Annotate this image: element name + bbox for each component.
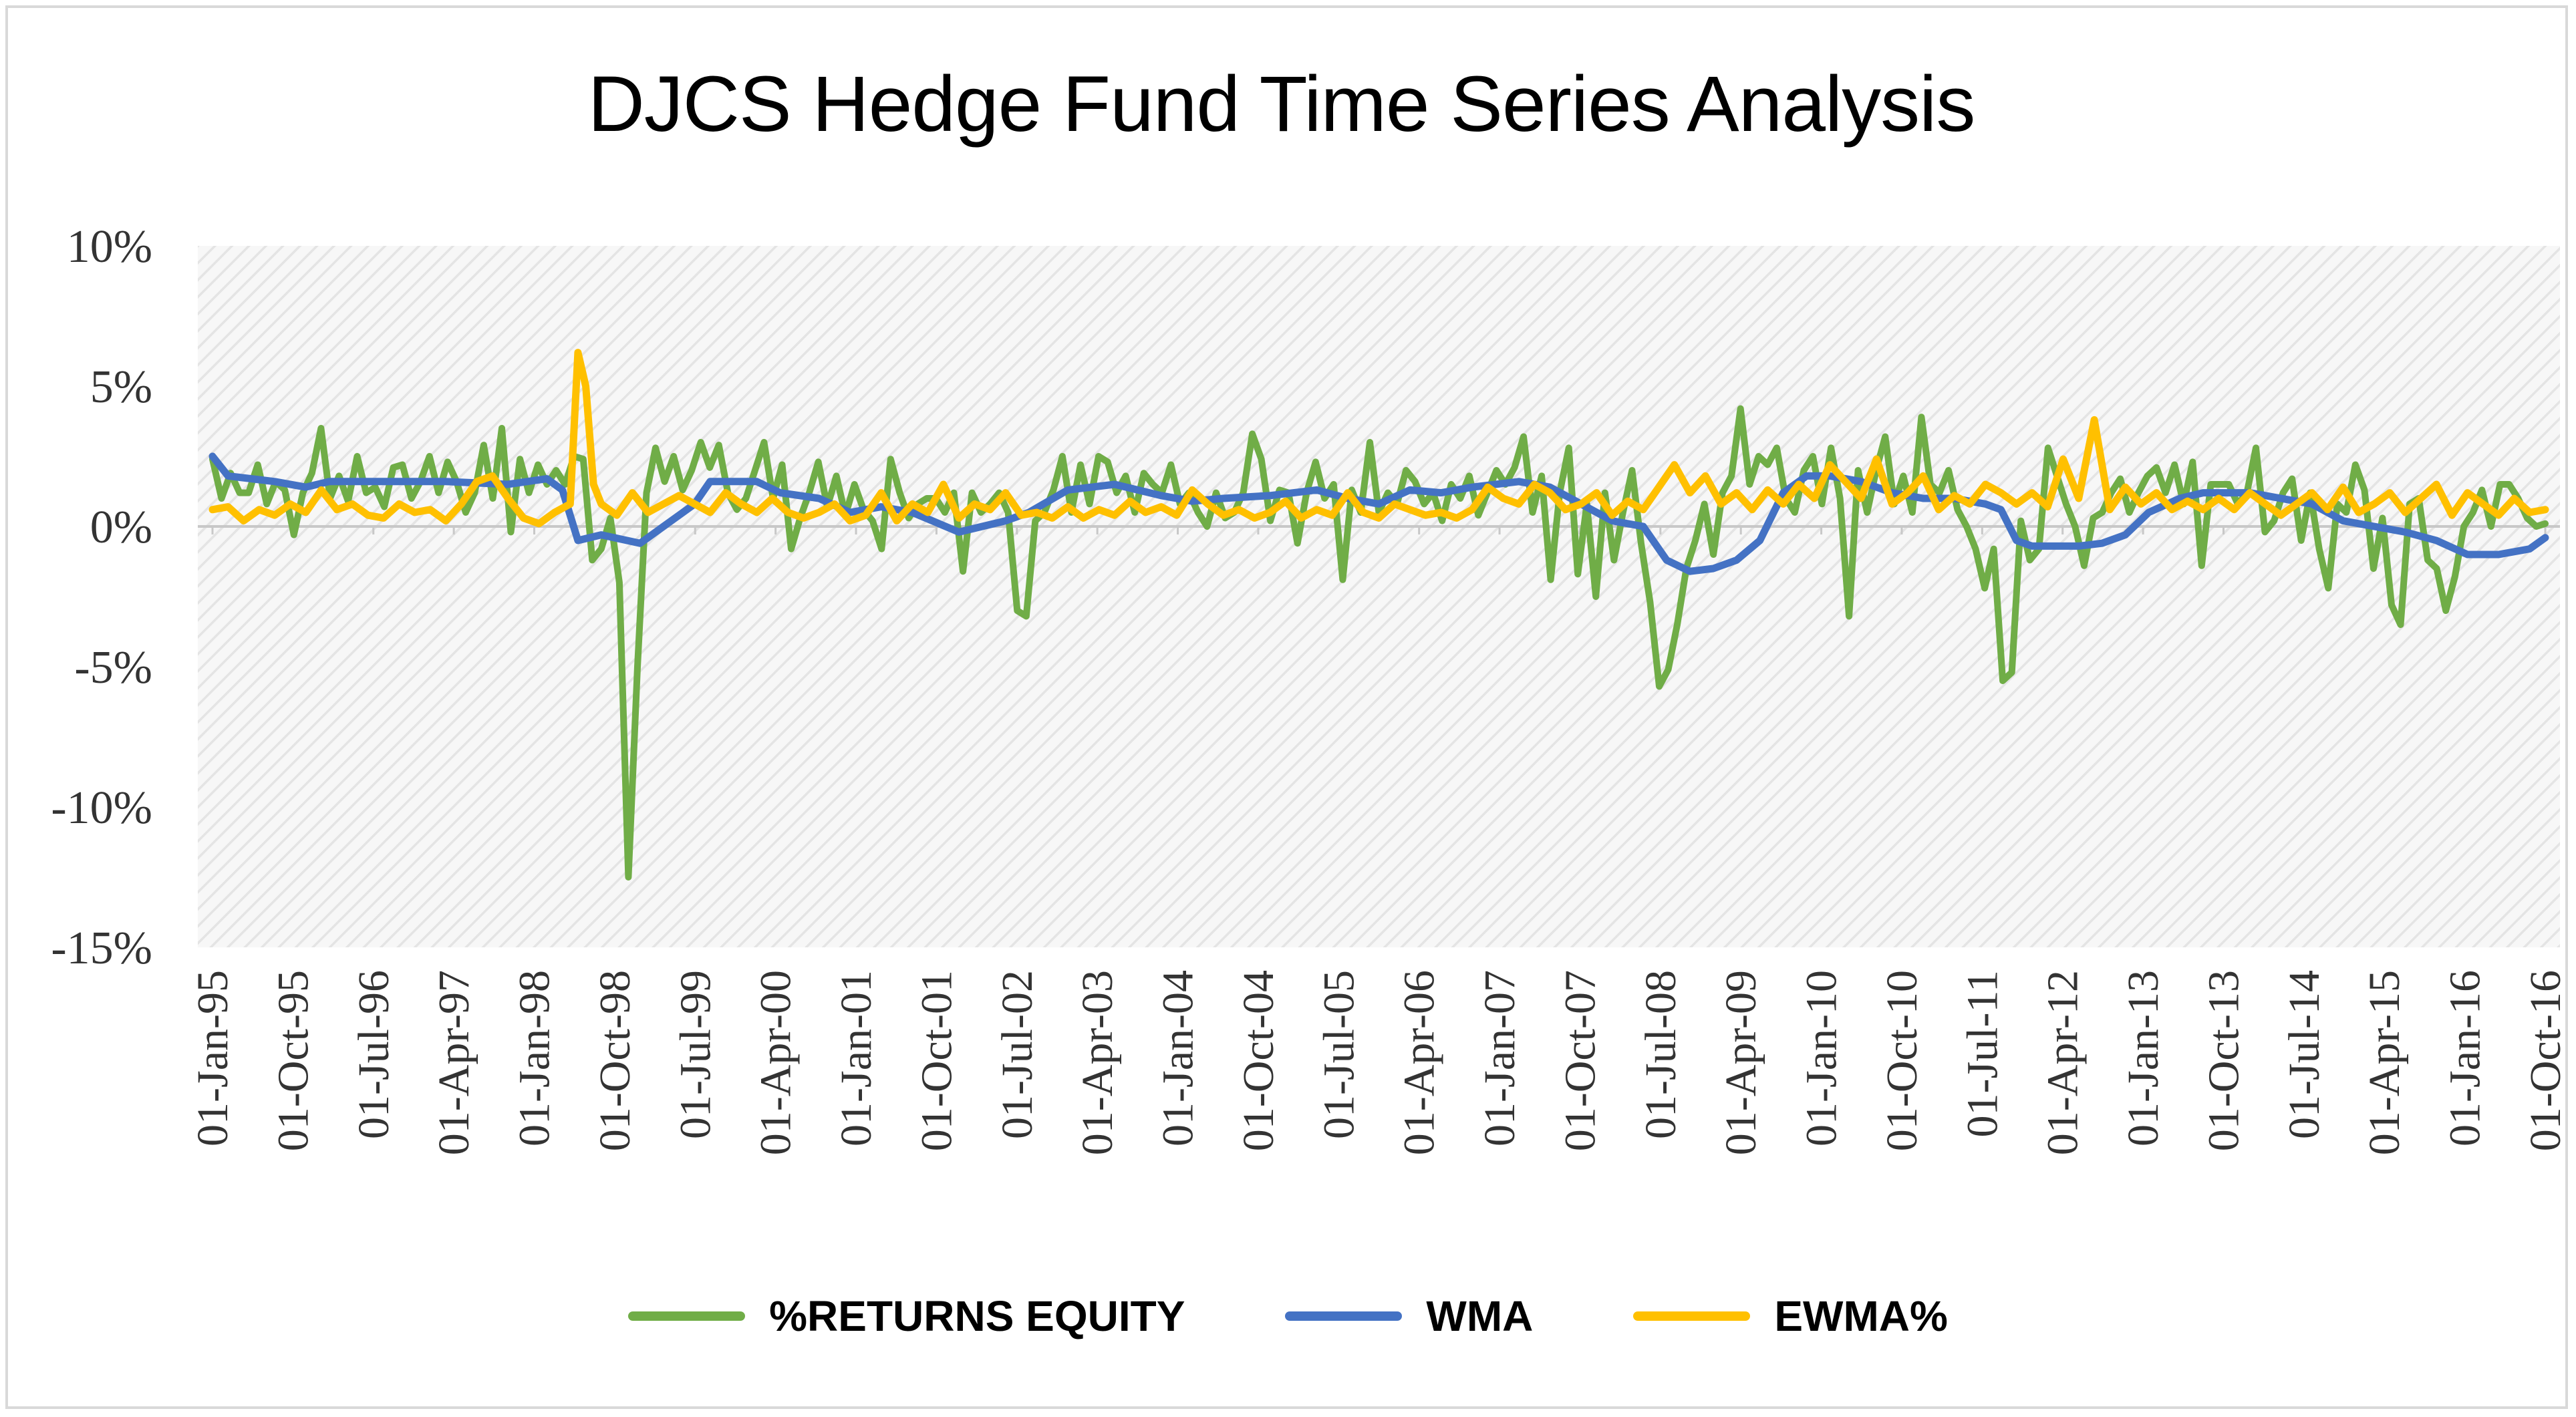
x-tick-label: 01-Jul-96 [349,970,398,1139]
x-tick-label: 01-Apr-12 [2039,970,2088,1155]
x-tick-label: 01-Jan-01 [832,970,881,1146]
x-tick-label: 01-Apr-00 [752,970,801,1155]
legend-item-wma: WMA [1285,1291,1533,1341]
legend-label-returns-equity: %RETURNS EQUITY [769,1292,1185,1340]
x-tick-label: 01-Oct-13 [2199,970,2248,1151]
legend-swatch-returns-equity [628,1311,746,1321]
legend-swatch-wma [1285,1311,1403,1321]
x-tick-label: 01-Jan-13 [2119,970,2168,1146]
x-tick-label: 01-Apr-15 [2360,970,2409,1155]
x-tick-label: 01-Oct-10 [1878,970,1926,1151]
legend-label-ewma: EWMA% [1774,1292,1948,1340]
y-axis: 10% 5% 0% -5% -10% -15% [51,221,2560,974]
y-tick-label: -10% [51,782,152,834]
plot-area [198,246,2560,947]
legend-label-wma: WMA [1426,1292,1534,1340]
y-tick-label: -5% [74,642,152,693]
x-tick-label: 01-Jul-14 [2280,970,2329,1139]
x-tick-label: 01-Apr-97 [430,970,478,1155]
legend-swatch-ewma [1633,1311,1751,1321]
legend-item-ewma: EWMA% [1633,1291,1948,1341]
x-axis: 01-Jan-95 01-Oct-95 01-Jul-96 01-Apr-97 01-J… [188,526,2570,1155]
legend-item-returns-equity: %RETURNS EQUITY [628,1291,1185,1341]
x-tick-label: 01-Jul-99 [671,970,720,1139]
x-tick-label: 01-Oct-16 [2521,970,2570,1151]
x-tick-label: 01-Jul-05 [1314,970,1363,1139]
y-tick-label: 10% [67,221,152,273]
x-tick-label: 01-Jul-02 [993,970,1042,1139]
x-tick-label: 01-Oct-07 [1556,970,1604,1151]
chart-title: DJCS Hedge Fund Time Series Analysis [587,60,1976,148]
series-line-returns-equity [209,405,2549,881]
x-tick-label: 01-Apr-09 [1717,970,1765,1155]
x-tick-label: 01-Jan-98 [511,970,559,1146]
x-tick-label: 01-Jan-16 [2441,970,2490,1146]
x-tick-label: 01-Jul-11 [1958,970,2007,1138]
x-tick-label: 01-Apr-03 [1073,970,1122,1155]
x-tick-label: 01-Jan-07 [1475,970,1524,1146]
x-tick-label: 01-Oct-95 [269,970,317,1151]
y-tick-label: -15% [51,923,152,974]
x-tick-label: 01-Jan-95 [188,970,237,1146]
x-tick-label: 01-Oct-01 [912,970,961,1151]
x-tick-label: 01-Oct-04 [1234,970,1283,1151]
x-tick-label: 01-Jul-08 [1636,970,1685,1139]
x-tick-label: 01-Apr-06 [1395,970,1444,1155]
y-tick-label: 5% [90,361,152,413]
y-tick-label: 0% [90,502,152,553]
x-tick-label: 01-Jan-04 [1154,970,1203,1146]
legend: %RETURNS EQUITY WMA EWMA% [0,1283,2576,1350]
x-tick-label: 01-Jan-10 [1798,970,1846,1146]
series-line-ewma [208,349,2549,528]
series-layer [208,349,2549,881]
x-tick-label: 01-Oct-98 [591,970,639,1151]
